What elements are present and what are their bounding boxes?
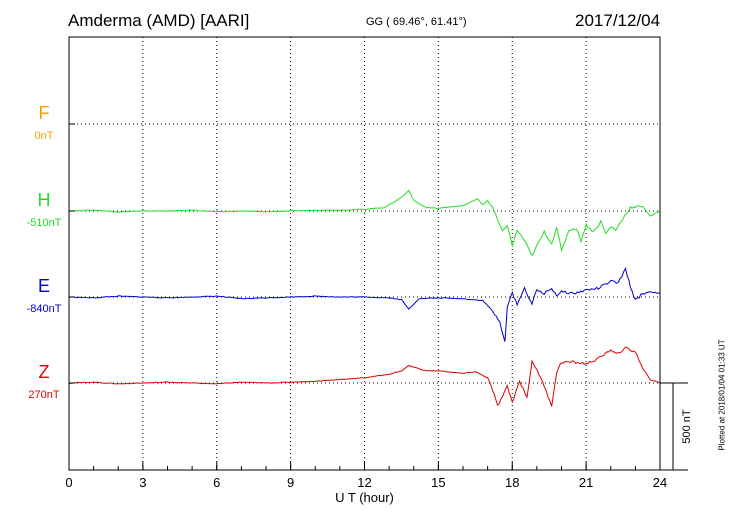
scale-bar-label: 500 nT bbox=[681, 409, 693, 444]
series-name: F bbox=[39, 103, 50, 123]
grid-lines bbox=[69, 37, 660, 470]
series-baseline-value: -510nT bbox=[27, 217, 62, 229]
series-labels: F 0nT H -510nT E -840nT Z 270nT bbox=[27, 103, 62, 401]
scale-bar: 500 nT bbox=[660, 382, 693, 471]
series-line-Z bbox=[68, 346, 661, 407]
station-title: Amderma (AMD) [AARI] bbox=[68, 11, 250, 30]
series-name: Z bbox=[39, 362, 50, 382]
x-tick-label: 6 bbox=[213, 475, 220, 490]
x-tick-label: 0 bbox=[65, 475, 72, 490]
x-tick-label: 21 bbox=[579, 475, 593, 490]
x-tick-label: 12 bbox=[357, 475, 371, 490]
x-tick-label: 3 bbox=[139, 475, 146, 490]
series-name: H bbox=[38, 190, 51, 210]
series-line-H bbox=[68, 189, 661, 257]
x-axis-label: U T (hour) bbox=[335, 490, 394, 505]
series-traces bbox=[68, 189, 661, 407]
x-tick-label: 24 bbox=[653, 475, 667, 490]
x-tick-label: 18 bbox=[505, 475, 519, 490]
station-coordinates: GG ( 69.46°, 61.41°) bbox=[366, 16, 467, 28]
series-baseline-value: -840nT bbox=[27, 303, 62, 315]
series-baseline-value: 270nT bbox=[28, 389, 59, 401]
x-axis: 0 3 6 9 12 15 18 21 24 U T (hour) bbox=[65, 123, 667, 505]
x-tick-label: 15 bbox=[431, 475, 445, 490]
x-tick-label: 9 bbox=[287, 475, 294, 490]
series-baseline-value: 0nT bbox=[35, 130, 54, 142]
chart-date: 2017/12/04 bbox=[575, 11, 661, 30]
series-line-E bbox=[68, 267, 661, 342]
series-name: E bbox=[38, 276, 50, 296]
